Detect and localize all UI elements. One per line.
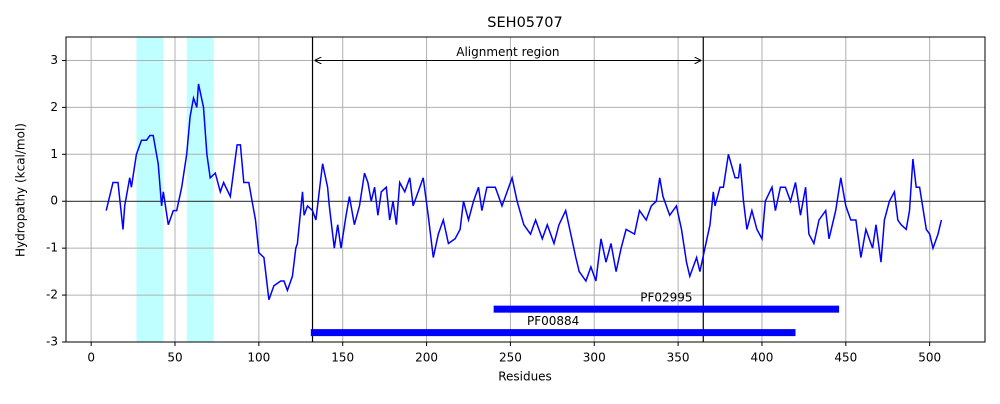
- chart-title: SEH05707: [487, 15, 562, 31]
- x-tick-label: 350: [667, 351, 690, 365]
- highlight-span: [136, 37, 164, 342]
- y-tick-label: 2: [50, 100, 58, 114]
- y-tick-label: 3: [50, 53, 58, 67]
- x-tick-label: 0: [87, 351, 95, 365]
- x-tick-label: 250: [499, 351, 522, 365]
- plot-frame: [65, 36, 986, 343]
- x-tick-label: 150: [331, 351, 354, 365]
- y-tick-label: -2: [46, 288, 58, 302]
- domain-label: PF00884: [527, 314, 579, 328]
- x-tick-label: 500: [918, 351, 941, 365]
- y-tick-label: -1: [46, 241, 58, 255]
- y-axis-label: Hydropathy (kcal/mol): [14, 123, 28, 257]
- x-tick-label: 200: [415, 351, 438, 365]
- y-tick-label: -3: [46, 335, 58, 349]
- x-tick-label: 100: [247, 351, 270, 365]
- x-tick-label: 400: [751, 351, 774, 365]
- alignment-label: Alignment region: [456, 45, 559, 59]
- x-tick-label: 300: [583, 351, 606, 365]
- x-tick-label: 450: [834, 351, 857, 365]
- y-tick-label: 0: [50, 194, 58, 208]
- x-tick-label: 50: [167, 351, 182, 365]
- highlight-span: [186, 37, 214, 342]
- domain-bar: [310, 329, 796, 337]
- y-tick-label: 1: [50, 147, 58, 161]
- x-axis-label: Residues: [498, 370, 552, 384]
- domain-label: PF02995: [640, 291, 692, 305]
- hydropathy-line: [105, 83, 943, 301]
- domain-bar: [493, 305, 840, 313]
